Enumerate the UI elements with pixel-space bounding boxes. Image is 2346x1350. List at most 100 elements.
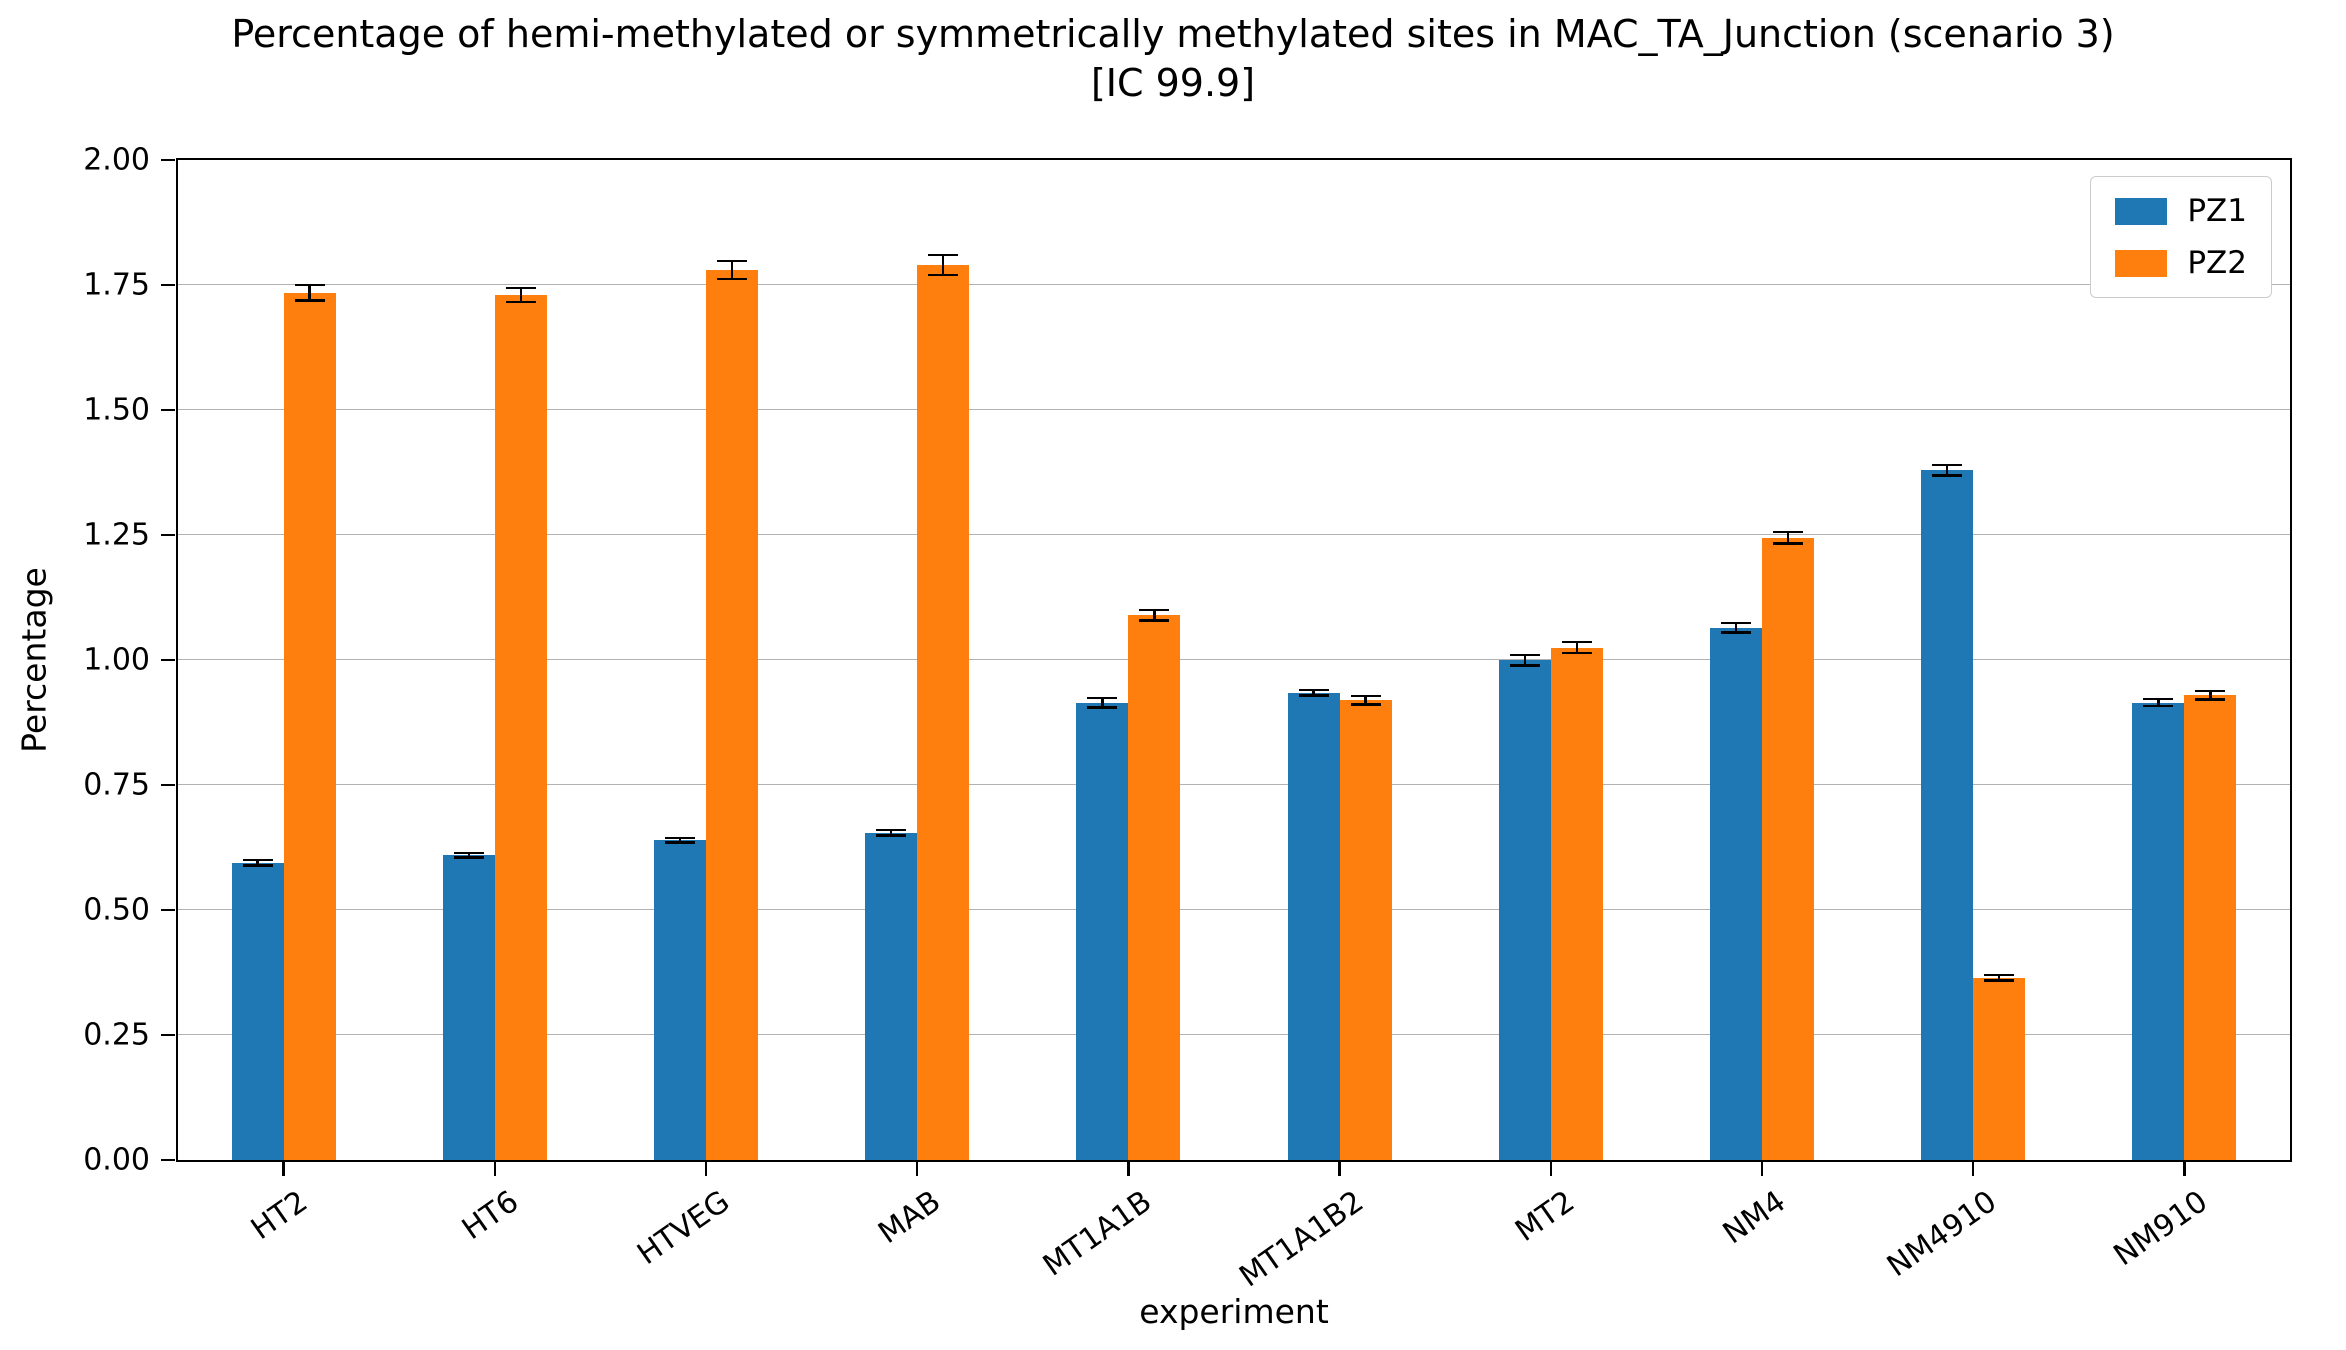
errorbar-cap-top — [1984, 973, 2015, 976]
legend: PZ1 PZ2 — [2090, 176, 2272, 298]
bar-pz1-MAB — [865, 832, 918, 1160]
legend-entry-pz2: PZ2 — [2115, 245, 2247, 281]
xtick-label-text-NM4910: NM4910 — [1881, 1184, 2004, 1285]
ytick-label-0.50: 0.50 — [83, 892, 150, 928]
errorbar-cap-top — [1932, 463, 1963, 466]
spine-left — [175, 158, 178, 1162]
bar-pz2-HT6 — [494, 295, 547, 1160]
errorbar-cap-top — [242, 858, 273, 861]
bar-pz1-HTVEG — [654, 840, 706, 1160]
errorbar-cap-top — [1721, 621, 1751, 624]
xtick-mark-NM4 — [1760, 1162, 1764, 1176]
ytick-label-2.00: 2.00 — [83, 142, 150, 178]
ytick-label-1.25: 1.25 — [83, 517, 150, 553]
xtick-mark-MT1A1B2 — [1338, 1162, 1341, 1176]
xtick-label-NM4: NM4 — [1717, 1184, 1839, 1251]
errorbar-pz1-HT2 — [242, 858, 273, 867]
spine-bottom — [177, 1160, 2291, 1163]
xtick-label-HT2: HT2 — [244, 1184, 354, 1247]
gridline-1.25 — [178, 534, 2290, 535]
errorbar-line — [1575, 641, 1578, 654]
errorbar-cap-top — [2195, 689, 2226, 692]
xtick-mark-NM910 — [2183, 1162, 2186, 1176]
errorbar-pz2-MT1A1B — [1139, 608, 1170, 622]
xtick-label-text-NM910: NM910 — [2107, 1184, 2215, 1274]
errorbar-cap-top — [1561, 641, 1592, 644]
legend-label-pz2: PZ2 — [2187, 245, 2247, 281]
gridline-0.25 — [178, 1034, 2290, 1035]
errorbar-cap-bottom — [1087, 706, 1118, 709]
errorbar-cap-bottom — [242, 864, 273, 867]
bar-pz2-MAB — [917, 265, 970, 1160]
xtick-label-HT6: HT6 — [456, 1184, 565, 1247]
gridline-0.50 — [178, 909, 2290, 910]
errorbar-cap-bottom — [2195, 698, 2226, 701]
legend-label-pz1: PZ1 — [2187, 193, 2247, 229]
errorbar-line — [2157, 698, 2160, 707]
errorbar-cap-bottom — [876, 834, 907, 837]
errorbar-cap-bottom — [1721, 631, 1751, 634]
spine-right — [2290, 158, 2293, 1162]
errorbar-pz1-MAB — [876, 828, 907, 837]
x-axis-label: experiment — [1139, 1292, 1329, 1331]
chart-title-line1: Percentage of hemi-methylated or symmetr… — [231, 12, 2115, 56]
gridline-1.00 — [178, 659, 2290, 660]
errorbar-pz1-HTVEG — [665, 836, 695, 844]
errorbar-pz1-MT1A1B2 — [1298, 688, 1329, 697]
ytick-mark-2.00 — [161, 158, 175, 162]
errorbar-cap-top — [1139, 608, 1170, 611]
errorbar-line — [942, 254, 945, 276]
xtick-mark-NM4910 — [1972, 1162, 1975, 1176]
errorbar-cap-top — [2143, 698, 2174, 701]
legend-entry-pz1: PZ1 — [2115, 193, 2247, 229]
xtick-mark-HT2 — [282, 1162, 285, 1176]
errorbar-cap-top — [928, 254, 959, 257]
errorbar-cap-bottom — [928, 273, 959, 276]
errorbar-line — [1523, 653, 1526, 667]
errorbar-cap-bottom — [1139, 619, 1170, 622]
bar-pz2-MT1A1B2 — [1339, 700, 1392, 1160]
errorbar-pz2-HT6 — [505, 287, 536, 303]
errorbar-cap-top — [1087, 696, 1118, 699]
errorbar-pz2-HTVEG — [717, 260, 747, 280]
gridline-0.75 — [178, 784, 2290, 785]
errorbar-cap-bottom — [1984, 979, 2015, 982]
errorbar-pz1-MT2 — [1509, 653, 1540, 667]
errorbar-cap-bottom — [1509, 664, 1540, 667]
errorbar-cap-bottom — [294, 299, 325, 302]
errorbar-cap-bottom — [2143, 704, 2174, 707]
gridline-1.50 — [178, 409, 2290, 410]
errorbar-cap-bottom — [505, 300, 536, 303]
errorbar-pz1-NM4910 — [1932, 463, 1963, 477]
errorbar-cap-bottom — [1932, 474, 1963, 477]
xtick-label-text-MAB: MAB — [872, 1184, 948, 1252]
chart-title: Percentage of hemi-methylated or symmetr… — [0, 10, 2346, 109]
xtick-mark-HT6 — [493, 1162, 496, 1176]
errorbar-line — [308, 283, 311, 302]
errorbar-cap-bottom — [665, 841, 695, 844]
xtick-mark-MAB — [916, 1162, 919, 1176]
errorbar-line — [730, 260, 734, 280]
errorbar-cap-top — [876, 828, 907, 831]
errorbar-line — [1312, 688, 1315, 697]
bar-pz1-NM910 — [2132, 702, 2185, 1160]
errorbar-pz2-MAB — [928, 254, 959, 276]
errorbar-line — [1153, 608, 1156, 622]
ytick-label-1.50: 1.50 — [83, 392, 150, 428]
errorbar-line — [890, 828, 893, 837]
ytick-label-0.75: 0.75 — [83, 767, 150, 803]
errorbar-pz1-NM910 — [2143, 698, 2174, 707]
xtick-label-NM4910: NM4910 — [1881, 1184, 2108, 1284]
xtick-label-text-MT1A1B: MT1A1B — [1037, 1184, 1159, 1284]
errorbar-cap-top — [1773, 530, 1803, 533]
xtick-label-MT2: MT2 — [1509, 1184, 1624, 1249]
ytick-mark-0.25 — [161, 1033, 175, 1037]
legend-swatch-pz2 — [2115, 249, 2168, 277]
xtick-label-NM910: NM910 — [2108, 1184, 2300, 1273]
xtick-label-HTVEG: HTVEG — [631, 1184, 820, 1272]
bar-pz1-MT1A1B — [1076, 702, 1129, 1160]
xtick-mark-HTVEG — [704, 1162, 708, 1176]
errorbar-cap-top — [453, 851, 484, 854]
errorbar-pz2-MT2 — [1561, 641, 1592, 654]
